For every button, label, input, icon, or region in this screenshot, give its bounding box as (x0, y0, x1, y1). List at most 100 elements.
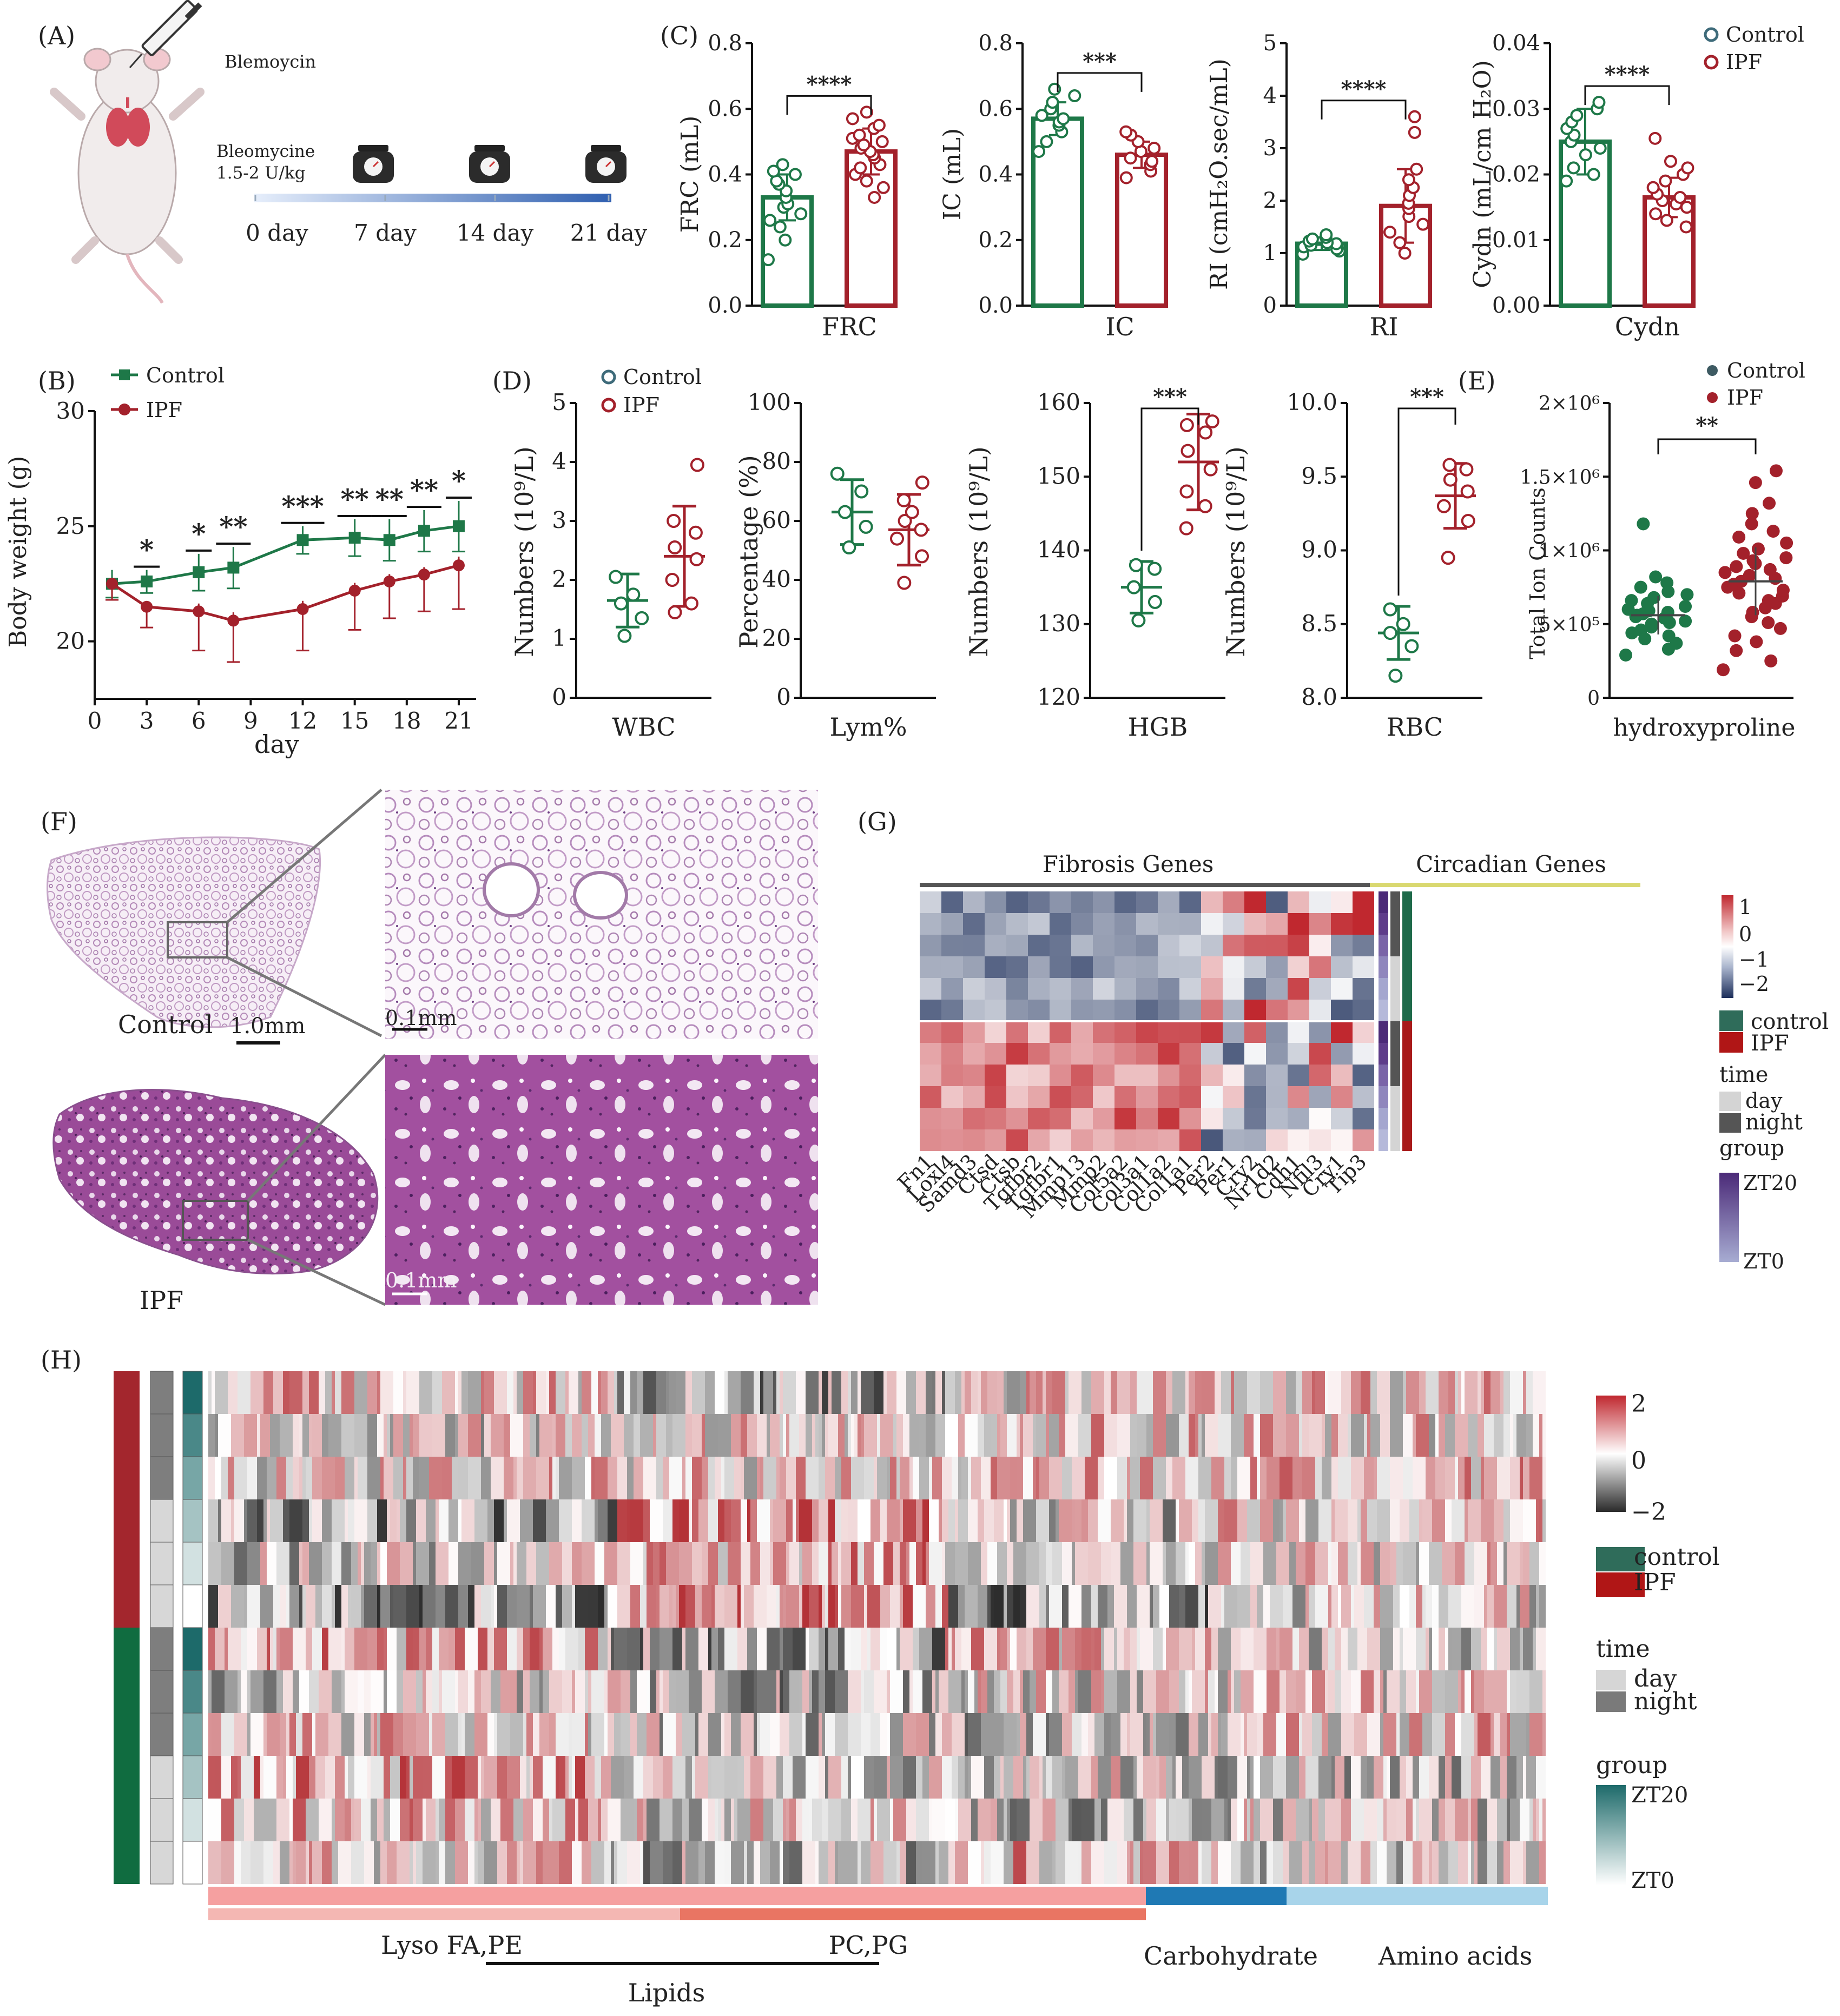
g-heat-cell (1244, 1021, 1266, 1043)
legend-c-ipf-marker (1704, 55, 1719, 70)
h-heat-cell (987, 1542, 997, 1585)
h-heat-cell (1166, 1799, 1169, 1841)
g-heat-cell (1006, 913, 1028, 935)
g-heat-cell (1266, 1086, 1288, 1108)
h-group-cell (182, 1755, 203, 1799)
h-heat-cell (841, 1585, 851, 1628)
h-heat-cell (228, 1628, 241, 1670)
h-heat-cell (315, 1713, 328, 1756)
h-heat-cell (890, 1670, 903, 1713)
g-heat-cell (1288, 978, 1309, 1000)
h-heat-cell (1172, 1756, 1176, 1799)
h-heat-cell (1400, 1713, 1409, 1756)
h-heat-cell (530, 1628, 539, 1670)
h-heat-cell (1416, 1628, 1426, 1670)
h-heat-cell (1257, 1457, 1260, 1499)
h-heat-cell (575, 1799, 578, 1841)
h-heat-cell (838, 1841, 845, 1884)
h-heat-cell (296, 1756, 309, 1799)
h-heat-cell (1536, 1499, 1539, 1542)
h-heat-cell (221, 1841, 234, 1884)
h-heat-cell (591, 1841, 604, 1884)
g-heat-cell (1266, 978, 1288, 1000)
h-heat-cell (361, 1542, 364, 1585)
h-heat-cell (539, 1670, 543, 1713)
b-point-ipf (348, 584, 361, 597)
h-group-cell (182, 1499, 203, 1543)
h-heat-cell (208, 1499, 218, 1542)
dose-label-1: Bleomycine (216, 142, 315, 161)
h-heat-cell (932, 1457, 942, 1499)
h-heat-cell (215, 1628, 225, 1670)
g-group-cell (1379, 1000, 1388, 1021)
h-heat-cell (689, 1670, 702, 1713)
h-heat-cell (296, 1841, 306, 1884)
h-heat-cell (822, 1713, 825, 1756)
h-heat-cell (465, 1756, 478, 1799)
g-heat-cell (963, 1043, 985, 1065)
h-heat-cell (819, 1670, 825, 1713)
h-heat-cell (1198, 1414, 1202, 1457)
h-heat-cell (1406, 1371, 1419, 1414)
h-heat-cell (1046, 1713, 1049, 1756)
h-heat-cell (968, 1841, 981, 1884)
h-heat-cell (741, 1499, 747, 1542)
h-heat-cell (1000, 1628, 1007, 1670)
g-heat-cell (1223, 1129, 1244, 1151)
h-heat-cell (1156, 1799, 1166, 1841)
h-heat-cell (1013, 1585, 1020, 1628)
h-heat-cell (572, 1499, 582, 1542)
h-heat-cell (1481, 1457, 1484, 1499)
h-heat-cell (1007, 1542, 1013, 1585)
h-heat-cell (1260, 1841, 1267, 1884)
h-heat-cell (883, 1841, 896, 1884)
h-heat-cell (997, 1414, 1000, 1457)
h-heat-cell (1448, 1628, 1452, 1670)
h-heat-cell (1176, 1542, 1185, 1585)
d-hgb-point (1179, 418, 1194, 432)
g-heat-cell (985, 1000, 1006, 1021)
h-heat-cell (864, 1585, 867, 1628)
h-heat-cell (851, 1799, 858, 1841)
h-heat-cell (1328, 1628, 1335, 1670)
g-heat-cell (1006, 1021, 1028, 1043)
h-heat-cell (1318, 1799, 1325, 1841)
h-heat-cell (1474, 1542, 1487, 1585)
c-ri-y-tick-label-4: 4 (1263, 83, 1277, 108)
h-heat-cell (617, 1841, 627, 1884)
h-heat-cell (458, 1414, 468, 1457)
h-heat-cell (367, 1414, 377, 1457)
h-heat-cell (1286, 1371, 1296, 1414)
e-point-ipf (1776, 584, 1790, 597)
h-heat-cell (741, 1457, 744, 1499)
h-heat-cell (1153, 1713, 1156, 1756)
d-hgb-y-tick-label-0: 120 (1037, 684, 1080, 710)
h-heat-cell (942, 1542, 945, 1585)
h-heat-cell (1351, 1756, 1361, 1799)
h-heat-cell (1166, 1371, 1172, 1414)
h-heat-cell (1400, 1628, 1403, 1670)
g-heat-cell (1050, 1043, 1071, 1065)
g-time-cell (1390, 1043, 1400, 1065)
h-heat-cell (1510, 1414, 1513, 1457)
h-heat-cell (786, 1414, 789, 1457)
d-lym-point (854, 484, 869, 499)
h-heat-cell (1081, 1799, 1094, 1841)
h-heat-cell (1478, 1414, 1484, 1457)
h-heat-cell (598, 1371, 601, 1414)
h-heat-cell (929, 1799, 932, 1841)
g-heat-cell (985, 978, 1006, 1000)
h-heat-cell (991, 1585, 994, 1628)
h-heat-cell (208, 1585, 218, 1628)
h-heat-cell (1296, 1542, 1305, 1585)
h-heat-cell (1302, 1499, 1305, 1542)
h-heat-cell (309, 1499, 312, 1542)
h-heat-cell (1455, 1713, 1461, 1756)
h-heat-cell (536, 1542, 549, 1585)
h-heat-cell (591, 1371, 598, 1414)
h-heat-cell (1416, 1799, 1419, 1841)
h-heat-cell (591, 1457, 595, 1499)
h-heat-cell (478, 1628, 487, 1670)
h-heat-cell (231, 1499, 234, 1542)
